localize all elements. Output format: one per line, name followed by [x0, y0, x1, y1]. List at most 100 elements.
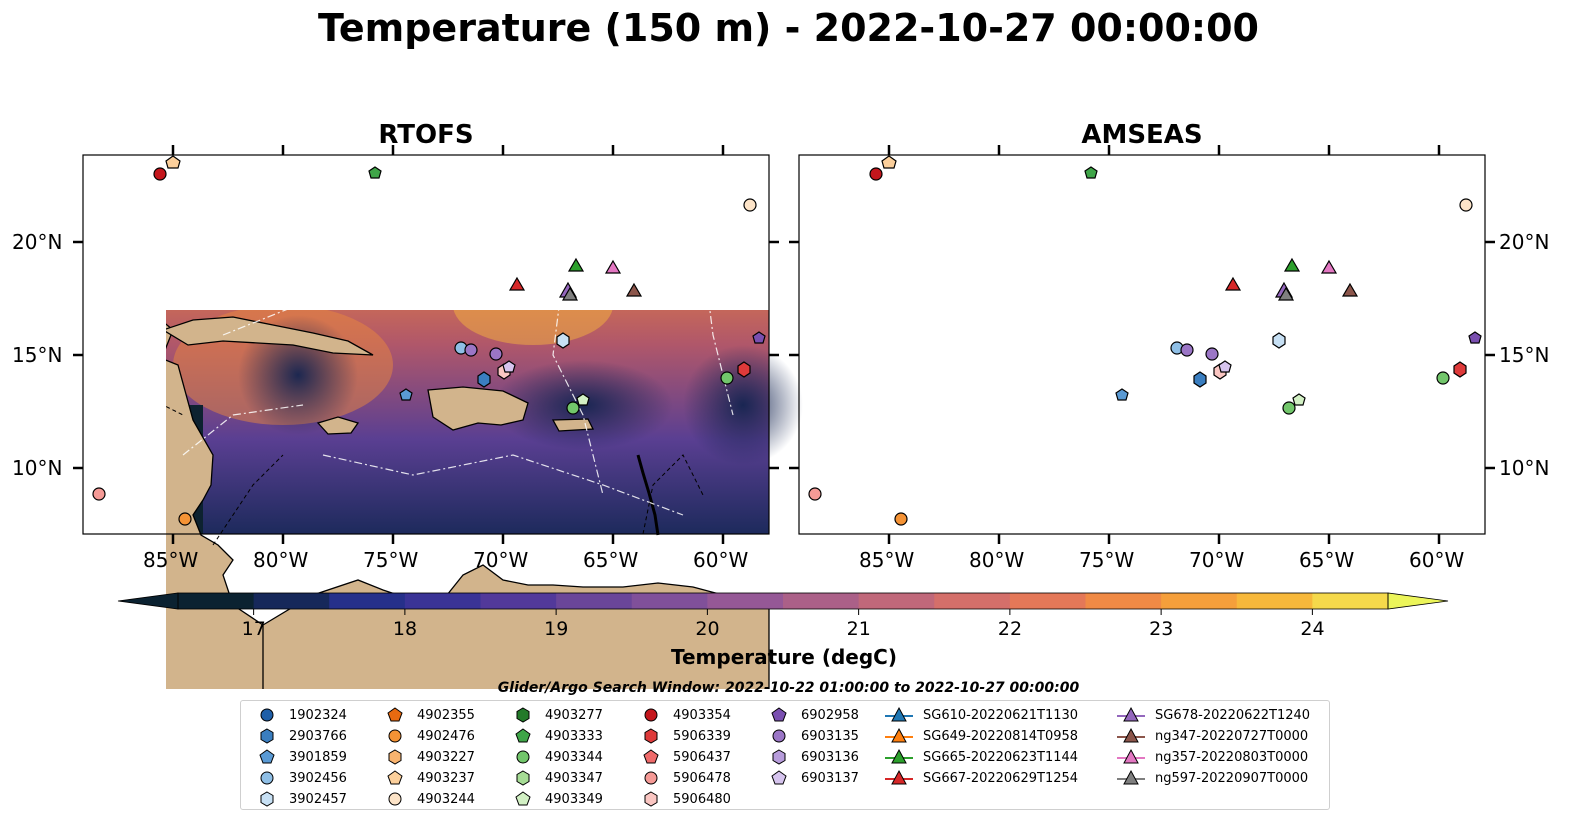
- pentagon-marker-icon: [771, 770, 787, 785]
- circle-marker-icon: [644, 708, 658, 722]
- lon-tick-label: 60°W: [693, 548, 749, 572]
- legend-label: 4903237: [417, 770, 475, 786]
- legend-item: 6903136: [765, 747, 859, 767]
- legend-label: 4903244: [417, 791, 475, 807]
- legend-item: SG649-20220814T0958: [885, 726, 1078, 746]
- legend-label: SG667-20220629T1254: [923, 770, 1079, 786]
- legend-label: 6903137: [801, 770, 859, 786]
- pentagon-marker-icon: [515, 728, 531, 743]
- legend-label: 1902324: [289, 707, 347, 723]
- legend-title: Glider/Argo Search Window: 2022-10-22 01…: [497, 680, 1080, 696]
- figure-title: Temperature (150 m) - 2022-10-27 00:00:0…: [317, 6, 1259, 50]
- legend-label: 4903347: [545, 770, 603, 786]
- lon-tick-label: 60°W: [1409, 548, 1465, 572]
- circle-marker-icon: [388, 729, 402, 743]
- legend-item: 4903354: [637, 705, 731, 725]
- lon-tick-label: 75°W: [363, 548, 419, 572]
- colorbar-segment: [329, 593, 406, 609]
- circle-marker-icon: [772, 729, 786, 743]
- legend-label: 4903344: [545, 749, 603, 765]
- rtofs-markers: [92, 155, 766, 526]
- hexagon-marker-icon: [644, 728, 658, 744]
- pentagon-marker-icon: [515, 791, 531, 806]
- legend-label: SG678-20220622T1240: [1155, 707, 1311, 723]
- circle-marker-icon: [260, 708, 274, 722]
- colorbar-segment: [404, 593, 481, 609]
- legend-item: 4902355: [381, 705, 475, 725]
- legend-item: SG678-20220622T1240: [1117, 705, 1310, 725]
- hexagon-marker-icon: [516, 770, 530, 786]
- legend-item: ng357-20220803T0000: [1117, 747, 1308, 767]
- legend-item: SG667-20220629T1254: [885, 768, 1078, 788]
- colorbar-tick-label: 17: [241, 618, 266, 640]
- legend-item: 6903135: [765, 726, 859, 746]
- lat-tick-label: 10°N: [1499, 456, 1550, 480]
- legend-item: 5906478: [637, 768, 731, 788]
- legend-label: ng597-20220907T0000: [1155, 770, 1309, 786]
- amseas-markers: [808, 155, 1482, 526]
- lat-tick-label: 15°N: [12, 343, 63, 367]
- legend-item: 4903333: [509, 726, 603, 746]
- legend-item: 4903349: [509, 789, 603, 809]
- pentagon-marker-icon: [771, 707, 787, 722]
- triangle-marker-icon: [1117, 727, 1145, 743]
- lon-tick-label: 65°W: [583, 548, 639, 572]
- colorbar-segment: [707, 593, 784, 609]
- legend-label: 4903354: [673, 707, 731, 723]
- colorbar-extend-low: [117, 592, 179, 610]
- colorbar-label: Temperature (degC): [671, 645, 897, 669]
- triangle-marker-icon: [885, 727, 913, 743]
- triangle-marker-icon: [1117, 706, 1145, 722]
- hexagon-marker-icon: [644, 791, 658, 807]
- legend-label: 4903333: [545, 728, 603, 744]
- legend-item: SG665-20220623T1144: [885, 747, 1078, 767]
- legend-label: 5906478: [673, 770, 731, 786]
- lat-tick-label: 20°N: [1499, 230, 1550, 254]
- hexagon-marker-icon: [388, 749, 402, 765]
- legend-item: 4903347: [509, 768, 603, 788]
- legend-label: ng357-20220803T0000: [1155, 749, 1309, 765]
- circle-marker-icon: [260, 771, 274, 785]
- pentagon-marker-icon: [387, 770, 403, 785]
- legend-label: 6903135: [801, 728, 859, 744]
- pentagon-marker-icon: [259, 749, 275, 764]
- legend-item: 3902457: [253, 789, 347, 809]
- legend-item: 6903137: [765, 768, 859, 788]
- legend-item: ng597-20220907T0000: [1117, 768, 1308, 788]
- legend-label: 3901859: [289, 749, 347, 765]
- legend-item: 2903766: [253, 726, 347, 746]
- colorbar-segment: [178, 593, 255, 609]
- pentagon-marker-icon: [387, 707, 403, 722]
- rtofs-ticks: [73, 145, 779, 544]
- legend-item: 5906339: [637, 726, 731, 746]
- lat-tick-label: 20°N: [12, 230, 63, 254]
- pentagon-marker-icon: [643, 749, 659, 764]
- hexagon-marker-icon: [260, 728, 274, 744]
- colorbar-tick-label: 19: [544, 618, 569, 640]
- colorbar-tick-label: 20: [695, 618, 720, 640]
- legend-item: 3902456: [253, 768, 347, 788]
- panel-title-amseas: AMSEAS: [1081, 120, 1203, 150]
- legend-label: SG610-20220621T1130: [923, 707, 1079, 723]
- lon-tick-label: 85°W: [143, 548, 199, 572]
- legend-item: SG610-20220621T1130: [885, 705, 1078, 725]
- lon-tick-label: 80°W: [253, 548, 309, 572]
- lon-tick-label: 70°W: [1189, 548, 1245, 572]
- colorbar-segment: [1009, 593, 1086, 609]
- colorbar-segment: [631, 593, 708, 609]
- legend-item: 4903237: [381, 768, 475, 788]
- lat-tick-label: 15°N: [1499, 343, 1550, 367]
- legend-label: 5906339: [673, 728, 731, 744]
- legend-label: 4903349: [545, 791, 603, 807]
- colorbar-tick-label: 22: [997, 618, 1023, 640]
- lon-tick-label: 70°W: [473, 548, 529, 572]
- colorbar-segment: [1161, 593, 1238, 609]
- legend-item: 4903344: [509, 747, 603, 767]
- colorbar-segment: [1312, 593, 1389, 609]
- legend-item: 4903227: [381, 747, 475, 767]
- legend-label: 3902456: [289, 770, 347, 786]
- triangle-marker-icon: [1117, 769, 1145, 785]
- circle-marker-icon: [644, 771, 658, 785]
- legend-label: 4903277: [545, 707, 603, 723]
